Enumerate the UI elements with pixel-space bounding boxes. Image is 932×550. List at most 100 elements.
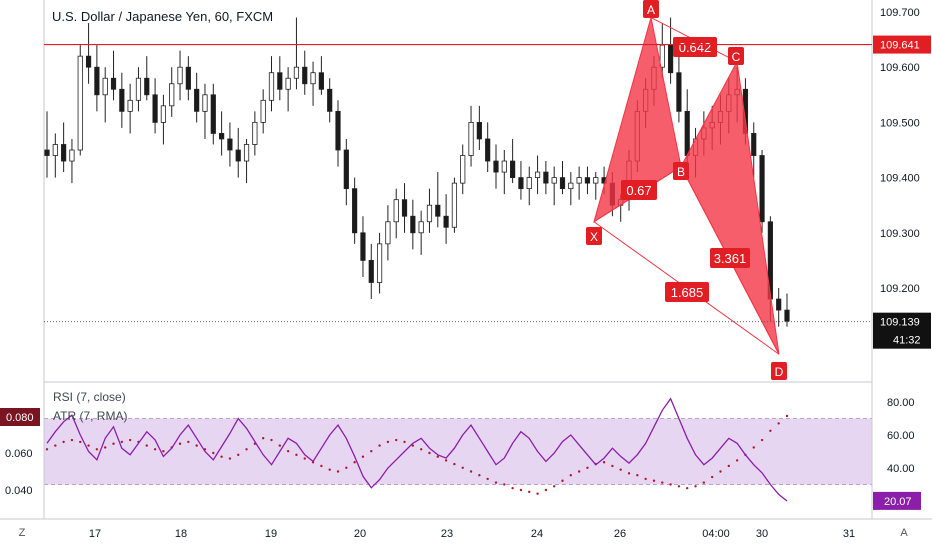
atr-dot (694, 485, 697, 488)
atr-dot (752, 446, 755, 449)
price-tick-label: 109.700 (880, 7, 920, 19)
time-tick-label: 04:00 (702, 528, 730, 540)
atr-dot (536, 492, 539, 495)
last-price-tag-label: 109.139 (880, 317, 920, 329)
rsi-value-tag-label: 20.07 (884, 496, 912, 508)
atr-tick-label: 0.040 (5, 485, 33, 497)
atr-dot (661, 481, 664, 484)
atr-dot (278, 444, 282, 447)
atr-dot (586, 466, 589, 469)
candle-body (318, 72, 324, 90)
atr-dot (112, 442, 115, 445)
right-axis-corner-label[interactable]: A (900, 527, 908, 539)
atr-dot (469, 470, 473, 473)
candle-body (144, 77, 150, 96)
candle-body (119, 88, 125, 112)
atr-dot (702, 481, 706, 484)
candle-body (185, 66, 191, 90)
candle-body (534, 171, 541, 179)
time-tick-label: 30 (756, 528, 768, 540)
atr-dot (444, 459, 448, 462)
atr-dot (378, 444, 381, 447)
candle-body (52, 144, 58, 156)
atr-dot (145, 444, 148, 447)
rsi-legend-label: RSI (7, close) (53, 390, 126, 404)
point-label-bg (586, 227, 602, 245)
candle-body (94, 66, 100, 96)
candle-body (493, 160, 499, 173)
candle-body (310, 72, 316, 85)
ratio-label-bg (673, 37, 717, 57)
candle-body (410, 215, 416, 234)
atr-dot (45, 448, 49, 451)
last-price-tag (873, 312, 931, 349)
candle-body (784, 309, 790, 322)
level-price-tag-label: 109.641 (880, 40, 920, 52)
point-label-bg (643, 0, 659, 18)
candle-body (268, 72, 275, 101)
atr-dot (411, 444, 415, 447)
time-tick-label: 20 (354, 528, 366, 540)
candle-body (559, 177, 566, 190)
indicator-lines (45, 397, 789, 502)
atr-dot (79, 440, 82, 444)
atr-dot (611, 464, 614, 468)
candle-body (177, 66, 183, 85)
atr-dot (552, 485, 556, 488)
harmonic-pattern[interactable]: X A B C D 0.642 0.67 3.361 1.685 (586, 0, 787, 380)
atr-dot (261, 437, 265, 440)
point-label: B (677, 165, 685, 179)
ratio-label: 0.67 (626, 183, 651, 198)
point-label: C (732, 50, 741, 64)
rsi-tick-label: 60.00 (887, 430, 915, 442)
atr-dot (486, 477, 489, 481)
rsi-band (44, 418, 872, 485)
atr-dot (212, 451, 215, 455)
candle-body (243, 144, 250, 162)
candle-body (468, 122, 474, 156)
price-axis[interactable]: 109.700 109.600 109.500 109.400 109.300 109.2… (0, 7, 931, 510)
point-label: D (775, 365, 784, 379)
atr-legend-label: ATR (7, RMA) (53, 409, 127, 423)
price-tick-label: 109.300 (880, 228, 920, 240)
atr-value-tag (0, 408, 40, 426)
ratio-label-bg (665, 282, 709, 302)
atr-dot (353, 461, 356, 464)
atr-dot (577, 470, 581, 473)
candle-body (127, 99, 133, 112)
candle-body (393, 199, 399, 223)
left-axis-corner-label: Z (19, 527, 26, 539)
candle-body (476, 122, 482, 140)
atr-dot (70, 438, 74, 442)
candle-body (667, 44, 674, 74)
ratio-label: 3.361 (714, 251, 747, 266)
atr-dot (494, 481, 498, 484)
candle-body (418, 221, 424, 234)
time-tick-label: 18 (175, 528, 187, 540)
candle-body (568, 182, 574, 190)
candle-body (376, 243, 383, 283)
point-label-bg (771, 362, 787, 380)
atr-dot (528, 490, 531, 494)
level-price-tag (873, 35, 931, 54)
atr-dot (735, 459, 739, 462)
atr-dot (569, 474, 573, 477)
atr-dot (561, 479, 564, 482)
candle-body (485, 138, 491, 162)
atr-dot (286, 449, 290, 453)
atr-dot (503, 483, 506, 486)
atr-dot (87, 444, 90, 447)
candle-body (576, 177, 582, 184)
candle-body (385, 221, 391, 245)
atr-dot (636, 474, 639, 477)
atr-dot (62, 440, 65, 444)
atr-dot (644, 477, 647, 481)
atr-dot (719, 470, 722, 473)
candle-body (227, 138, 233, 151)
atr-dot (128, 438, 132, 442)
candle-body (61, 144, 67, 162)
atr-dot (178, 442, 182, 445)
time-axis[interactable]: 17 18 19 20 23 24 26 04:00 30 31 (89, 528, 855, 540)
atr-dot (760, 438, 764, 442)
